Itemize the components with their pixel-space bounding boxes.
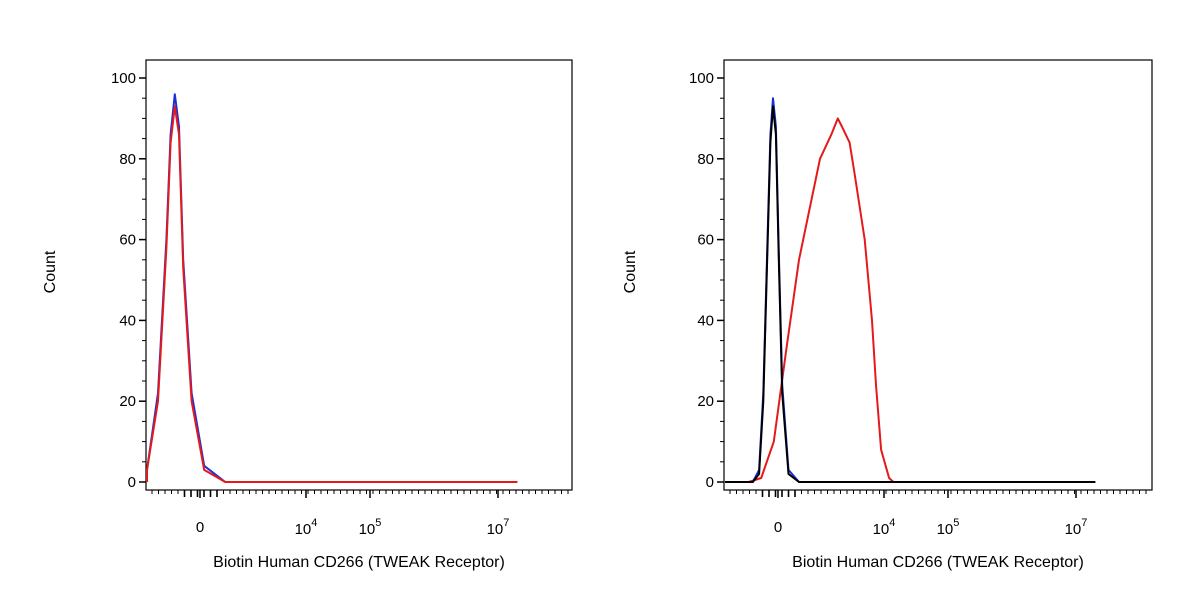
y-tick-label: 0 <box>706 474 714 491</box>
y-tick-label: 0 <box>128 474 136 491</box>
y-tick-label: 40 <box>697 312 714 329</box>
y-tick-label: 100 <box>111 70 136 87</box>
x-tick-label: 0 <box>774 519 782 536</box>
x-tick-label: 107 <box>487 517 510 538</box>
series-line-1 <box>146 105 518 483</box>
plot-frame <box>145 59 573 491</box>
series-line-0 <box>146 93 518 483</box>
x-tick-label: 107 <box>1065 517 1088 538</box>
y-tick-label: 80 <box>697 151 714 168</box>
y-tick-label: 20 <box>697 393 714 410</box>
x-tick-label: 105 <box>359 517 382 538</box>
histogram-panel-right: 0 20 40 60 80 100 0 104 105 107 Biotin Human CD266… <box>622 59 1153 571</box>
y-axis-label: Count <box>42 250 59 293</box>
histogram-panel-left: 0 20 40 60 80 100 0 104 105 107 Biotin Human CD266… <box>42 59 573 571</box>
y-tick-label: 80 <box>119 151 136 168</box>
y-tick-label: 100 <box>689 70 714 87</box>
x-tick-label: 105 <box>937 517 960 538</box>
y-tick-label: 60 <box>119 232 136 249</box>
y-tick-label: 40 <box>119 312 136 329</box>
y-tick-label: 20 <box>119 393 136 410</box>
x-tick-label: 0 <box>196 519 204 536</box>
x-tick-label: 104 <box>295 517 318 538</box>
x-axis-label: Biotin Human CD266 (TWEAK Receptor) <box>792 554 1084 571</box>
y-axis-label: Count <box>622 250 639 293</box>
series-line-2 <box>725 105 1096 483</box>
x-tick-label: 104 <box>873 517 896 538</box>
x-axis-label: Biotin Human CD266 (TWEAK Receptor) <box>213 554 505 571</box>
y-tick-label: 60 <box>697 232 714 249</box>
plot-frame <box>723 59 1153 491</box>
series-line-0 <box>725 117 1096 483</box>
